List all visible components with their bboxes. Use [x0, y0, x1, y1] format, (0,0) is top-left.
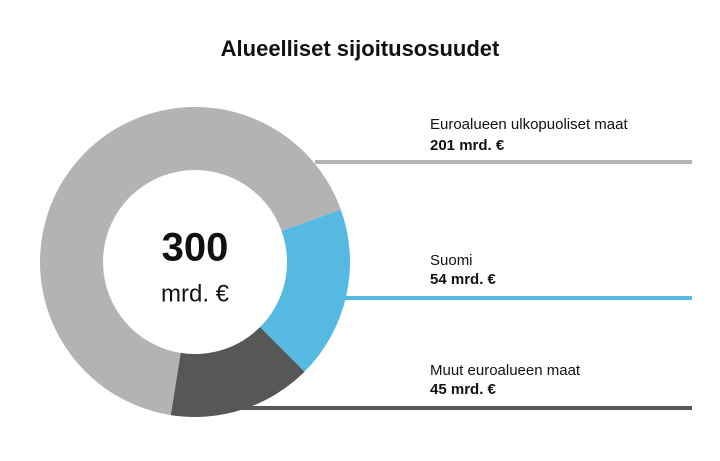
legend-label: Muut euroalueen maat	[430, 362, 581, 379]
center-value: 300	[162, 226, 229, 270]
value-label: 54 mrd. €	[430, 271, 497, 288]
legend-label: Euroalueen ulkopuoliset maat	[430, 116, 628, 133]
donut-slice	[170, 327, 305, 417]
donut-slice	[40, 106, 341, 416]
center-unit: mrd. €	[161, 280, 230, 307]
value-label: 201 mrd. €	[430, 137, 505, 154]
donut-slice	[260, 209, 351, 372]
value-label: 45 mrd. €	[430, 381, 497, 398]
chart-title: Alueelliset sijoitusosuudet	[221, 36, 500, 61]
legend-label: Suomi	[430, 252, 473, 269]
